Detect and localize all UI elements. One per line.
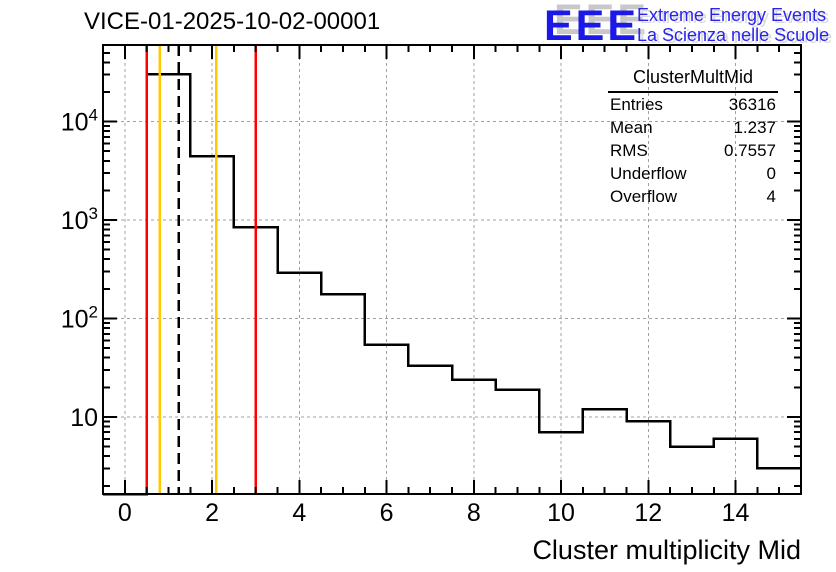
page-title: VICE-01-2025-10-02-00001: [84, 8, 381, 35]
stats-title: ClusterMultMid: [608, 67, 778, 93]
stat-value: 36316: [728, 95, 776, 114]
x-tick-label: 4: [292, 499, 306, 527]
x-tick-label: 2: [205, 499, 219, 527]
stat-value: 0.7557: [724, 141, 776, 160]
y-tick-label: 10: [70, 404, 98, 432]
stats-row: Underflow 0: [608, 162, 778, 185]
x-tick-label: 0: [118, 499, 132, 527]
x-axis-title: Cluster multiplicity Mid: [532, 535, 801, 565]
stat-value: 4: [766, 187, 776, 206]
histogram-line: [103, 72, 801, 496]
axis-ticks: [103, 45, 801, 494]
x-tick-labels: 0 2 4 6 8 10 12 14: [118, 499, 750, 527]
x-tick-label: 6: [380, 499, 394, 527]
stat-value: 1.237: [733, 118, 776, 137]
stat-label: Entries: [610, 95, 663, 114]
stats-row: RMS 0.7557: [608, 139, 778, 162]
stat-label: Mean: [610, 118, 653, 137]
y-tick-labels: 10 102 103 104: [61, 106, 98, 432]
x-tick-label: 12: [634, 499, 662, 527]
reference-lines: [145, 45, 257, 494]
y-tick-label: 103: [61, 204, 98, 235]
eee-logo-line1: Extreme Energy Events: [637, 5, 827, 25]
x-tick-label: 10: [547, 499, 575, 527]
grid-lines: [103, 45, 801, 494]
stats-row: Entries 36316: [608, 93, 778, 116]
y-tick-label: 104: [61, 106, 98, 137]
eee-logo-acronym: EEE: [544, 2, 640, 50]
stat-label: RMS: [610, 141, 648, 160]
y-tick-label: 102: [61, 303, 98, 334]
eee-logo-line2: La Scienza nelle Scuole: [637, 25, 830, 45]
stat-label: Underflow: [610, 164, 687, 183]
x-tick-label: 8: [467, 499, 481, 527]
stats-row: Mean 1.237: [608, 116, 778, 139]
stats-row: Overflow 4: [608, 185, 778, 208]
stats-box: ClusterMultMid Entries 36316 Mean 1.237 …: [608, 67, 778, 208]
stat-label: Overflow: [610, 187, 678, 206]
stat-value: 0: [766, 164, 776, 183]
x-tick-label: 14: [722, 499, 750, 527]
eee-logo-tagline: Extreme Energy Events La Scienza nelle S…: [637, 5, 829, 45]
